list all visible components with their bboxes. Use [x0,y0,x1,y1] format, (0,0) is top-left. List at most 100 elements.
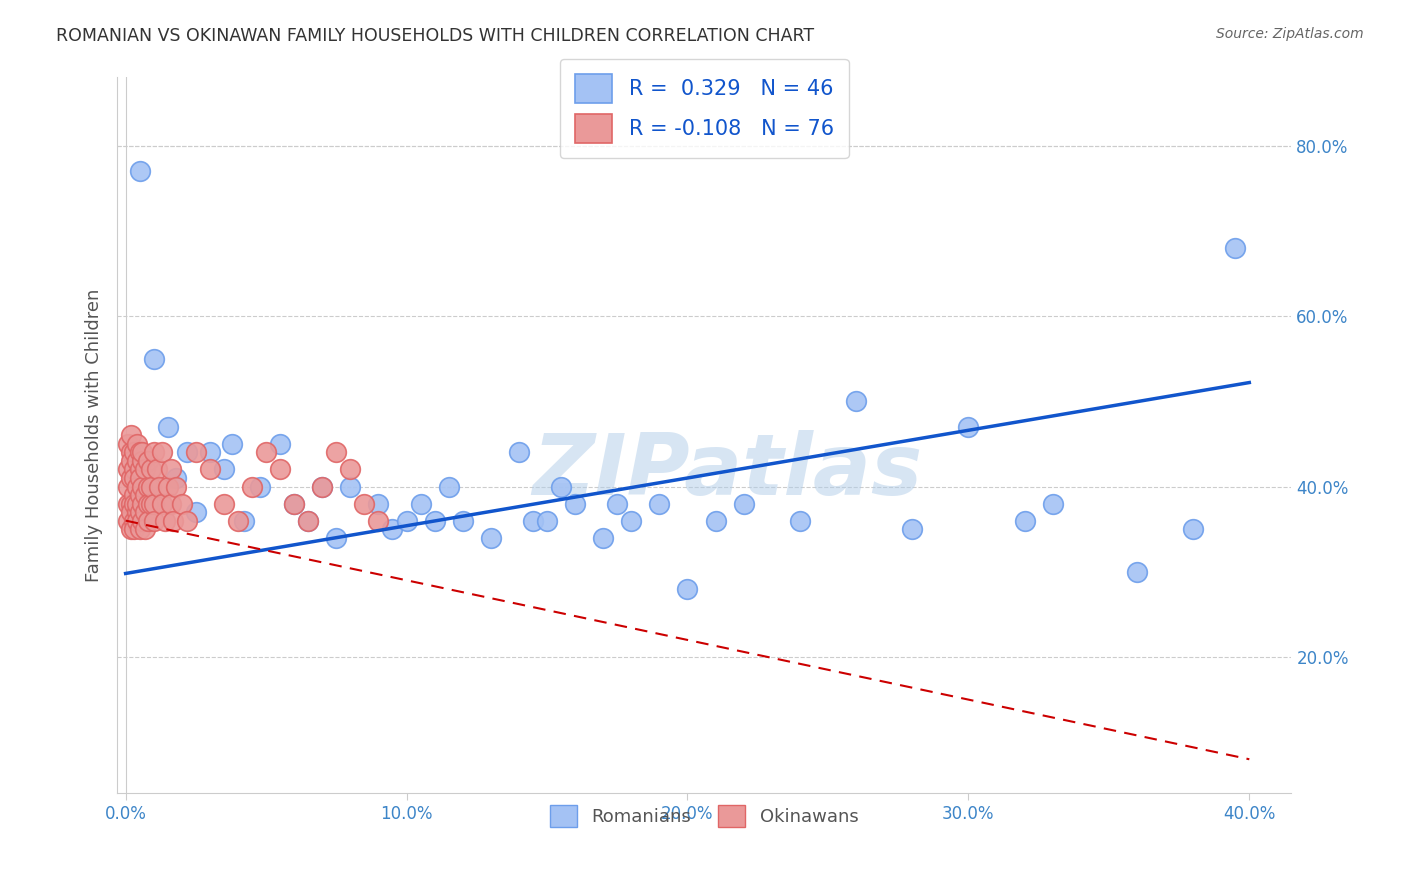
Point [125,437,148,451]
Point [353,497,375,511]
Point [451,514,474,528]
Point [1182,522,1205,536]
Point [1225,241,1247,255]
Point [704,514,727,528]
Point [564,497,586,511]
Point [249,479,271,493]
Point [381,522,404,536]
Point [142,445,165,459]
Point [120,522,142,536]
Point [283,497,305,511]
Point [170,497,193,511]
Point [156,479,179,493]
Point [184,505,207,519]
Point [240,479,263,493]
Point [409,497,432,511]
Point [122,445,145,459]
Point [297,514,319,528]
Point [134,505,156,519]
Point [212,462,235,476]
Point [117,514,139,528]
Point [159,497,181,511]
Point [122,497,145,511]
Point [150,497,173,511]
Point [212,497,235,511]
Point [128,445,150,459]
Point [122,462,145,476]
Point [128,522,150,536]
Point [648,497,671,511]
Text: Source: ZipAtlas.com: Source: ZipAtlas.com [1216,27,1364,41]
Point [156,420,179,434]
Point [162,514,184,528]
Text: ROMANIAN VS OKINAWAN FAMILY HOUSEHOLDS WITH CHILDREN CORRELATION CHART: ROMANIAN VS OKINAWAN FAMILY HOUSEHOLDS W… [56,27,814,45]
Point [120,454,142,468]
Point [122,488,145,502]
Point [128,471,150,485]
Point [198,462,221,476]
Point [733,497,755,511]
Point [120,471,142,485]
Point [283,497,305,511]
Point [125,497,148,511]
Point [311,479,333,493]
Point [120,428,142,442]
Point [117,437,139,451]
Point [297,514,319,528]
Point [232,514,254,528]
Point [367,497,389,511]
Point [536,514,558,528]
Point [479,531,502,545]
Point [128,488,150,502]
Point [176,445,198,459]
Point [1126,565,1149,579]
Point [136,497,159,511]
Point [957,420,980,434]
Point [128,505,150,519]
Point [269,462,291,476]
Point [131,445,153,459]
Point [150,445,173,459]
Point [395,514,418,528]
Point [136,514,159,528]
Point [153,514,176,528]
Point [676,582,699,596]
Point [148,479,170,493]
Point [117,462,139,476]
Point [522,514,544,528]
Point [117,497,139,511]
Point [367,514,389,528]
Point [122,522,145,536]
Point [184,445,207,459]
Point [122,514,145,528]
Point [134,488,156,502]
Point [131,479,153,493]
Point [128,164,150,178]
Point [136,454,159,468]
Point [122,471,145,485]
Y-axis label: Family Households with Children: Family Households with Children [86,289,103,582]
Point [325,531,347,545]
Point [139,462,162,476]
Point [142,514,165,528]
Point [845,394,868,409]
Point [550,479,572,493]
Point [901,522,924,536]
Point [165,471,187,485]
Point [120,497,142,511]
Text: ZIPatlas: ZIPatlas [533,430,922,513]
Point [131,454,153,468]
Point [159,462,181,476]
Legend: Romanians, Okinawans: Romanians, Okinawans [543,798,866,834]
Point [117,479,139,493]
Point [592,531,614,545]
Point [508,445,530,459]
Point [125,505,148,519]
Point [226,514,249,528]
Point [198,445,221,459]
Point [221,437,243,451]
Point [165,479,187,493]
Point [125,514,148,528]
Point [339,462,361,476]
Point [254,445,277,459]
